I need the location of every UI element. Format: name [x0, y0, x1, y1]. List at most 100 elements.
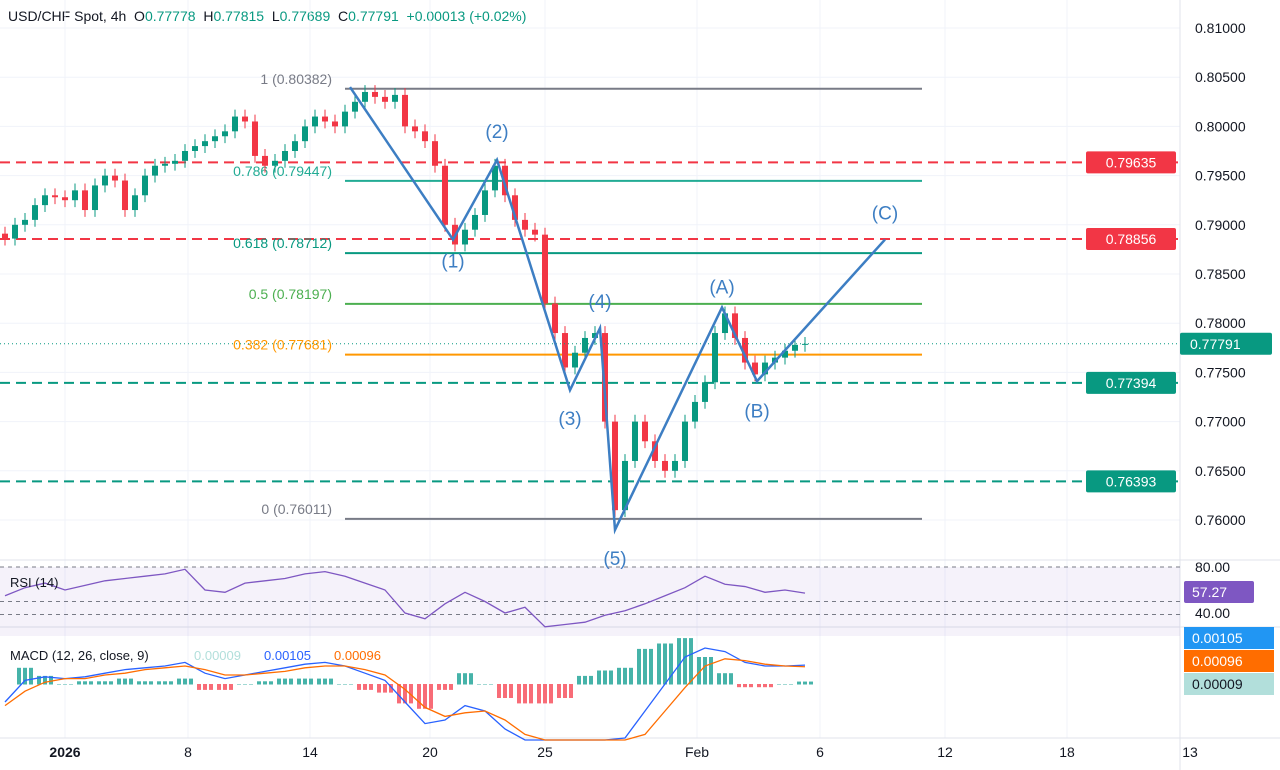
macd-histogram-bar — [517, 684, 521, 704]
candle-body — [332, 121, 338, 127]
candle-body — [102, 175, 108, 186]
candle-body — [662, 460, 668, 471]
y-tick-label: 0.79500 — [1195, 168, 1246, 184]
fib-level-label: 0 (0.76011) — [261, 501, 332, 517]
x-tick-label: 8 — [184, 744, 192, 760]
macd-histogram-bar — [737, 684, 741, 688]
candle-body — [22, 219, 28, 225]
macd-histogram-bar — [17, 667, 21, 685]
low-value: 0.77689 — [279, 8, 331, 24]
x-tick-label: Feb — [685, 744, 709, 760]
macd-histogram-bar — [137, 681, 141, 685]
macd-histogram-bar — [423, 684, 427, 709]
x-tick-label: 12 — [937, 744, 953, 760]
fib-level-label: 0.786 (0.79447) — [233, 163, 332, 179]
candle-body — [192, 146, 198, 151]
macd-histogram-bar — [409, 684, 413, 704]
macd-histogram-bar — [309, 678, 313, 685]
candle-body — [792, 344, 798, 351]
candle-body — [352, 101, 358, 112]
macd-histogram-bar — [523, 684, 527, 704]
candle-body — [312, 116, 318, 127]
macd-histogram-bar — [543, 684, 547, 704]
candle-body — [112, 175, 118, 181]
macd-histogram-bar — [169, 681, 173, 685]
candle-body — [522, 219, 528, 230]
candle-body — [82, 190, 88, 211]
macd-histogram-bar — [483, 684, 487, 685]
candle-body — [372, 91, 378, 97]
x-tick-label: 20 — [422, 744, 438, 760]
candle-body — [232, 116, 238, 132]
macd-histogram-bar — [283, 678, 287, 685]
candle-body — [562, 333, 568, 368]
macd-histogram-bar — [437, 684, 441, 690]
candle-body — [652, 441, 658, 461]
macd-histogram-bar — [503, 684, 507, 698]
y-tick-label: 0.77500 — [1195, 364, 1246, 380]
rsi-tick-label: 40.00 — [1195, 605, 1230, 621]
macd-histogram-bar — [463, 673, 467, 685]
y-tick-label: 0.80500 — [1195, 69, 1246, 85]
candle-body — [692, 401, 698, 422]
macd-histogram-bar — [443, 684, 447, 690]
macd-histogram-bar — [357, 684, 361, 690]
candle-body — [122, 180, 128, 211]
wave-label: (5) — [603, 549, 626, 570]
candle-body — [712, 333, 718, 383]
chart-header: USD/CHF Spot, 4h O0.77778 H0.77815 L0.77… — [8, 8, 526, 24]
candle-body — [752, 362, 758, 375]
candle-body — [722, 313, 728, 334]
macd-histogram-bar — [603, 670, 607, 685]
symbol-title: USD/CHF Spot, 4h — [8, 8, 127, 24]
candle-body — [182, 151, 188, 161]
y-tick-label: 0.76000 — [1195, 512, 1246, 528]
y-tick-label: 0.81000 — [1195, 20, 1246, 36]
macd-histogram-bar — [303, 678, 307, 685]
wave-label: (B) — [744, 401, 769, 422]
macd-histogram-bar — [177, 678, 181, 685]
macd-histogram-bar — [263, 681, 267, 685]
macd-histogram-bar — [469, 673, 473, 685]
candle-body — [62, 197, 68, 201]
fib-level-label: 0.382 (0.77681) — [233, 337, 332, 353]
wave-label: (2) — [485, 122, 508, 143]
candle-body — [342, 111, 348, 127]
candle-body — [612, 421, 618, 511]
macd-histogram-bar — [337, 684, 341, 685]
open-label: O — [134, 8, 145, 24]
candle-body — [702, 382, 708, 402]
candle-body — [202, 141, 208, 147]
macd-histogram-bar — [643, 648, 647, 685]
macd-value: 0.00105 — [264, 648, 311, 663]
macd-histogram-bar — [637, 648, 641, 685]
macd-histogram-bar — [277, 678, 281, 685]
fib-level-label: 1 (0.80382) — [260, 71, 332, 87]
candle-body — [292, 141, 298, 151]
macd-histogram-bar — [709, 657, 713, 685]
macd-histogram-bar — [657, 643, 661, 685]
macd-histogram-bar — [609, 670, 613, 685]
candle-body — [582, 337, 588, 353]
wave-label: (3) — [558, 409, 581, 430]
candle-body — [402, 94, 408, 127]
macd-histogram-bar — [429, 684, 433, 709]
x-tick-label: 2026 — [49, 744, 80, 760]
level-price-tag — [1086, 371, 1176, 394]
macd-histogram-bar — [297, 678, 301, 685]
candle-body — [532, 229, 538, 235]
macd-histogram-bar — [117, 678, 121, 685]
y-tick-label: 0.79000 — [1195, 217, 1246, 233]
candle-body — [782, 350, 788, 358]
macd-histogram-bar — [809, 681, 813, 685]
candle-body — [622, 460, 628, 511]
macd-histogram-bar — [769, 684, 773, 688]
macd-histogram-bar — [403, 684, 407, 704]
macd-histogram-bar — [757, 684, 761, 688]
macd-histogram-bar — [649, 648, 653, 685]
macd-histogram-bar — [343, 684, 347, 685]
rsi-value-label: 57.27 — [1192, 584, 1227, 600]
macd-histogram-bar — [237, 684, 241, 685]
rsi-line — [4, 568, 806, 628]
